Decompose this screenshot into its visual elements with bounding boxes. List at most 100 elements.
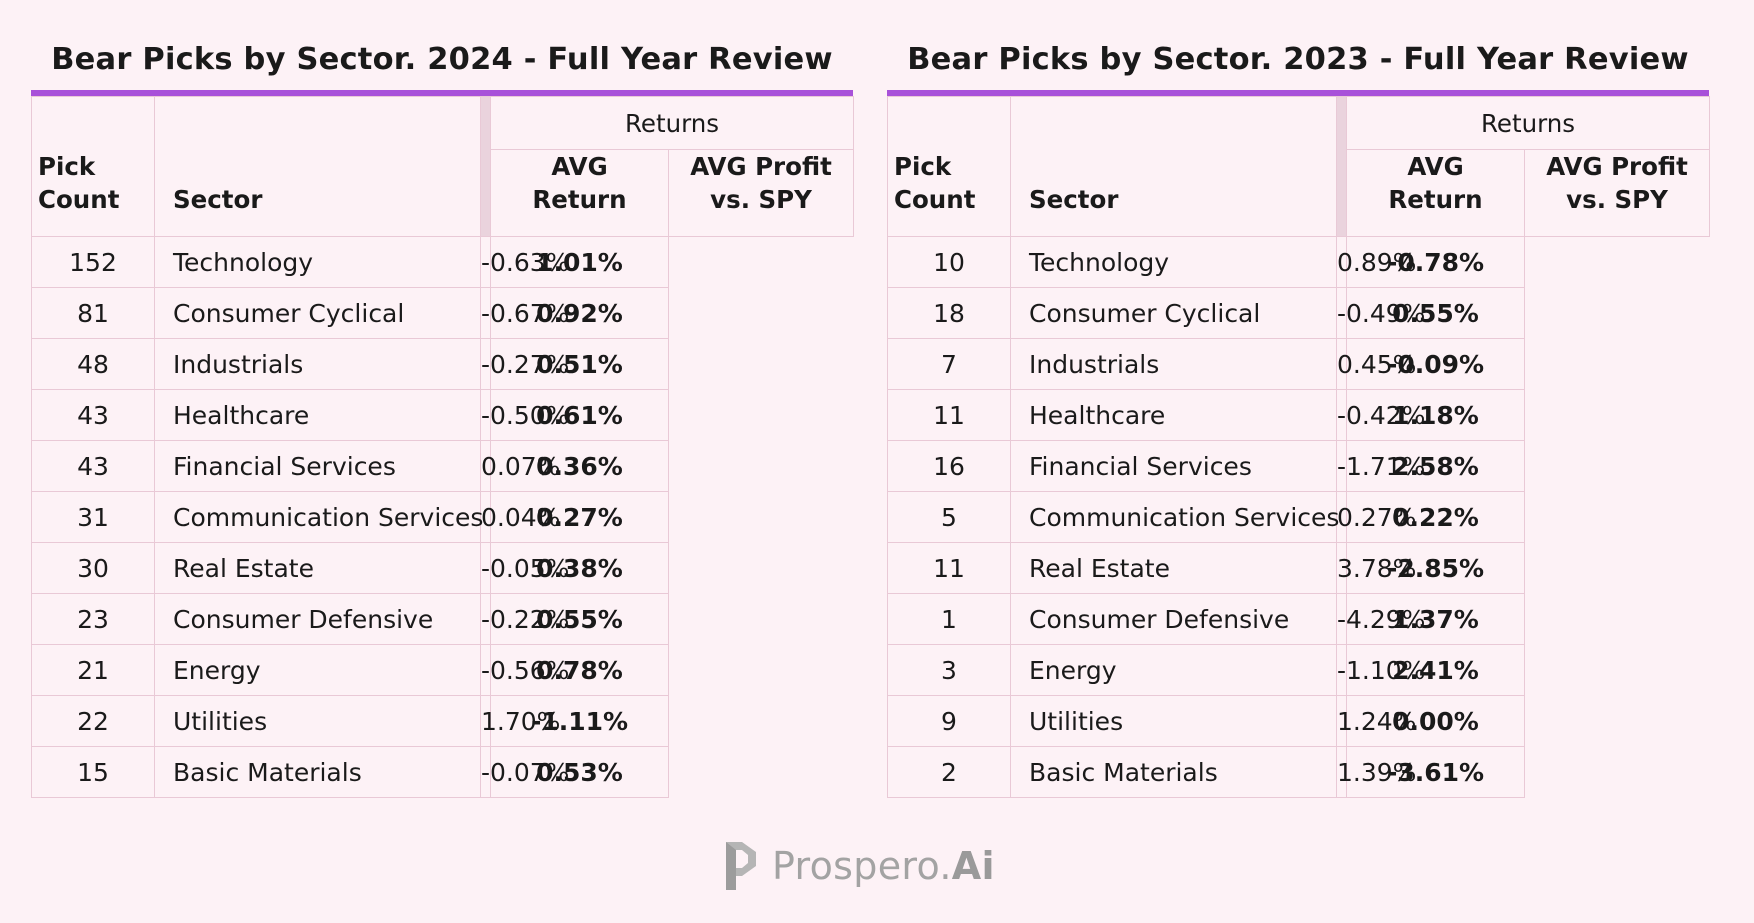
avg-return-cell: -0.07% — [480, 746, 569, 798]
sector-cell: Healthcare — [1010, 389, 1337, 441]
table-row: 81 Consumer Cyclical -0.67% 0.92% — [31, 287, 854, 339]
avg-profit-cell: 1.37% — [1346, 593, 1525, 645]
table-row: 48 Industrials -0.27% 0.51% — [31, 338, 854, 390]
pick-count-cell: 1 — [887, 593, 1011, 645]
table-row: 9 Utilities 1.24% 0.00% — [887, 695, 1710, 747]
table-row: 1 Consumer Defensive -4.29% 1.37% — [887, 593, 1710, 645]
sector-table: Pick Count Sector Returns AVG Return AVG P… — [31, 96, 855, 798]
avg-return-cell: -0.63% — [480, 236, 569, 288]
avg-profit-cell: 0.61% — [490, 389, 669, 441]
sector-cell: Utilities — [1010, 695, 1337, 747]
sector-cell: Communication Services — [154, 491, 483, 543]
avg-return-cell: 1.39% — [1336, 746, 1416, 798]
logo-wordmark: Prospero.Ai — [772, 844, 995, 888]
header-avg-profit: AVG Profit vs. SPY — [667, 149, 855, 237]
avg-return-cell: 1.24% — [1336, 695, 1416, 747]
title-accent-bar — [31, 90, 853, 96]
pick-count-cell: 11 — [887, 389, 1011, 441]
pick-count-cell: 3 — [887, 644, 1011, 696]
pick-count-cell: 152 — [31, 236, 155, 288]
sector-table: Pick Count Sector Returns AVG Return AVG P… — [887, 96, 1711, 798]
avg-return-cell: 0.45% — [1336, 338, 1416, 390]
avg-profit-cell: 0.00% — [1346, 695, 1525, 747]
sector-cell: Financial Services — [1010, 440, 1337, 492]
pick-count-cell: 7 — [887, 338, 1011, 390]
table-row: 22 Utilities 1.70% -1.11% — [31, 695, 854, 747]
avg-return-cell: -0.42% — [1336, 389, 1425, 441]
sector-cell: Communication Services — [1010, 491, 1339, 543]
header-sector: Sector — [154, 96, 481, 237]
avg-profit-cell: -0.78% — [1346, 236, 1525, 288]
table-title: Bear Picks by Sector. 2024 - Full Year R… — [51, 42, 833, 77]
pick-count-cell: 43 — [31, 440, 155, 492]
avg-profit-cell: 2.58% — [1346, 440, 1525, 492]
avg-profit-cell: 0.55% — [490, 593, 669, 645]
table-row: 31 Communication Services 0.04% 0.27% — [31, 491, 854, 543]
title-accent-bar — [887, 90, 1709, 96]
table-row: 152 Technology -0.63% 1.01% — [31, 236, 854, 288]
table-row: 5 Communication Services 0.27% 0.22% — [887, 491, 1710, 543]
pick-count-cell: 18 — [887, 287, 1011, 339]
pick-count-cell: 48 — [31, 338, 155, 390]
sector-cell: Industrials — [154, 338, 481, 390]
sector-cell: Consumer Cyclical — [154, 287, 481, 339]
sector-cell: Real Estate — [154, 542, 481, 594]
table-title: Bear Picks by Sector. 2023 - Full Year R… — [907, 42, 1689, 77]
sector-cell: Consumer Defensive — [1010, 593, 1337, 645]
table-row: 16 Financial Services -1.71% 2.58% — [887, 440, 1710, 492]
pick-count-cell: 15 — [31, 746, 155, 798]
pick-count-cell: 31 — [31, 491, 155, 543]
table-row: 30 Real Estate -0.05% 0.38% — [31, 542, 854, 594]
sector-cell: Energy — [154, 644, 481, 696]
header-pick-count: Pick Count — [31, 96, 155, 237]
pick-count-cell: 43 — [31, 389, 155, 441]
header-avg-profit: AVG Profit vs. SPY — [1523, 149, 1711, 237]
avg-return-cell: 0.27% — [1336, 491, 1416, 543]
avg-profit-cell: -2.85% — [1346, 542, 1525, 594]
table-row: 3 Energy -1.10% 2.41% — [887, 644, 1710, 696]
sector-cell: Industrials — [1010, 338, 1337, 390]
avg-return-cell: -0.56% — [480, 644, 569, 696]
avg-profit-cell: 0.55% — [1346, 287, 1525, 339]
avg-return-cell: 1.70% — [480, 695, 560, 747]
pick-count-cell: 81 — [31, 287, 155, 339]
prospero-logo-icon — [726, 842, 756, 890]
header-avg-return: AVG Return — [490, 149, 669, 237]
sector-cell: Healthcare — [154, 389, 481, 441]
sector-cell: Financial Services — [154, 440, 481, 492]
pick-count-cell: 30 — [31, 542, 155, 594]
sector-cell: Utilities — [154, 695, 481, 747]
avg-return-cell: -1.71% — [1336, 440, 1425, 492]
avg-profit-cell: -1.11% — [490, 695, 669, 747]
table-row: 21 Energy -0.56% 0.78% — [31, 644, 854, 696]
pick-count-cell: 2 — [887, 746, 1011, 798]
header-returns: Returns — [489, 96, 855, 150]
sector-cell: Basic Materials — [1010, 746, 1337, 798]
avg-return-cell: 0.04% — [480, 491, 560, 543]
avg-return-cell: -0.50% — [480, 389, 569, 441]
avg-profit-cell: -0.09% — [1346, 338, 1525, 390]
table-panel-2024: Bear Picks by Sector. 2024 - Full Year R… — [31, 30, 855, 798]
table-row: 11 Real Estate 3.78% -2.85% — [887, 542, 1710, 594]
pick-count-cell: 10 — [887, 236, 1011, 288]
avg-return-cell: -0.22% — [480, 593, 569, 645]
header-pick-count: Pick Count — [887, 96, 1011, 237]
pick-count-cell: 21 — [31, 644, 155, 696]
table-row: 2 Basic Materials 1.39% -3.61% — [887, 746, 1710, 798]
avg-return-cell: 0.07% — [480, 440, 560, 492]
pick-count-cell: 22 — [31, 695, 155, 747]
sector-cell: Consumer Cyclical — [1010, 287, 1337, 339]
table-row: 15 Basic Materials -0.07% 0.53% — [31, 746, 854, 798]
avg-return-cell: -0.05% — [480, 542, 569, 594]
sector-cell: Technology — [154, 236, 481, 288]
pick-count-cell: 11 — [887, 542, 1011, 594]
prospero-logo: Prospero.Ai — [722, 836, 995, 896]
avg-profit-cell: 0.22% — [1346, 491, 1525, 543]
sector-cell: Energy — [1010, 644, 1337, 696]
table-row: 10 Technology 0.89% -0.78% — [887, 236, 1710, 288]
avg-profit-cell: 1.18% — [1346, 389, 1525, 441]
avg-return-cell: -0.67% — [480, 287, 569, 339]
avg-return-cell: -4.29% — [1336, 593, 1425, 645]
sector-cell: Technology — [1010, 236, 1337, 288]
avg-profit-cell: 1.01% — [490, 236, 669, 288]
